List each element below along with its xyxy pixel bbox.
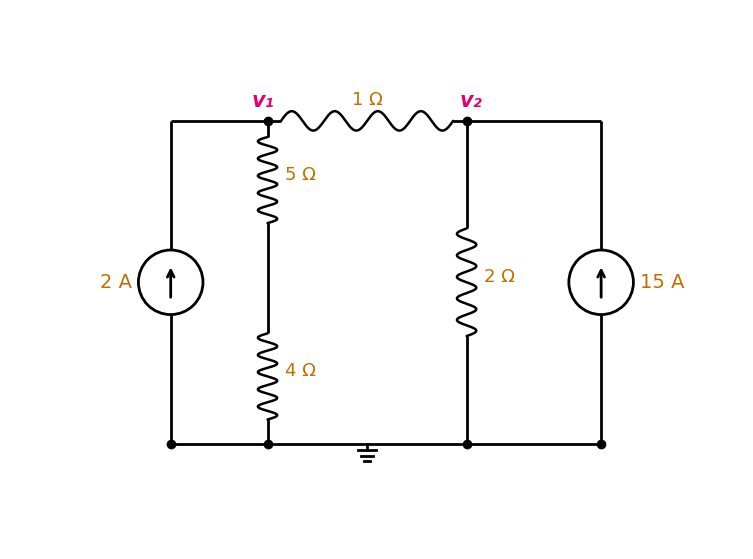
Text: v₂: v₂ (459, 91, 483, 111)
Text: v₁: v₁ (252, 91, 275, 111)
Text: 1 Ω: 1 Ω (352, 91, 383, 109)
Text: 15 A: 15 A (640, 273, 684, 292)
Text: 4 Ω: 4 Ω (285, 362, 316, 380)
Text: 5 Ω: 5 Ω (285, 165, 316, 184)
Text: 2 A: 2 A (100, 273, 132, 292)
Text: 2 Ω: 2 Ω (484, 268, 515, 286)
